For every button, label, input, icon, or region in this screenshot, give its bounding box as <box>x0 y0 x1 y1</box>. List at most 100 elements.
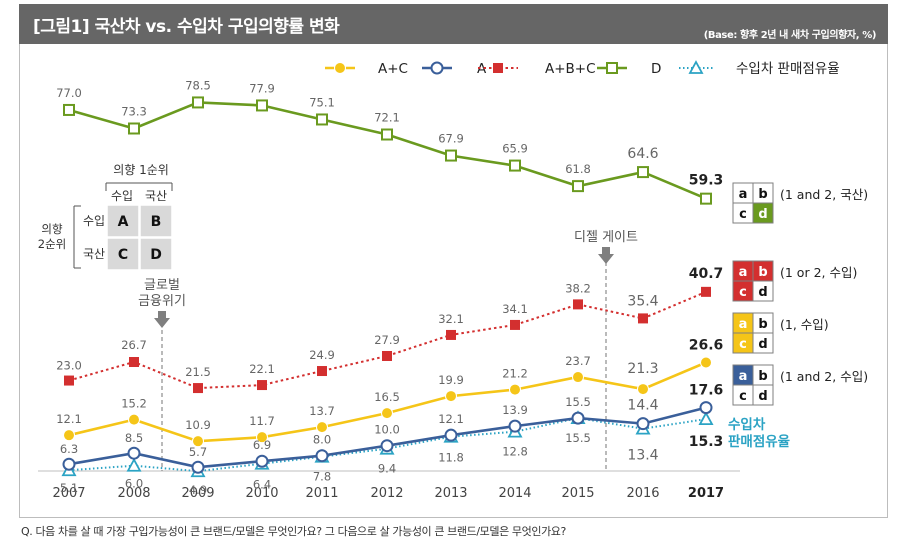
point-A+C-2016 <box>637 383 649 396</box>
data-label-A+B+C-2013: 32.1 <box>438 312 464 326</box>
data-label-수입차 판매점유율-2015: 15.5 <box>565 431 591 445</box>
matrix-title: 의향 1순위 <box>113 163 169 177</box>
data-label-A+C-2007: 12.1 <box>56 412 82 426</box>
x-tick-label: 2015 <box>561 486 594 501</box>
data-label-A+C-2011: 13.7 <box>309 404 335 418</box>
global-crisis-label-2: 금융위기 <box>138 294 186 309</box>
data-label-D-2007: 77.0 <box>56 86 82 100</box>
point-A+B+C-2012 <box>382 350 392 361</box>
legend-box-letter-d: d <box>758 337 767 352</box>
data-label-A-2008: 8.5 <box>125 431 143 445</box>
legend-box-letter-a: a <box>739 317 748 332</box>
x-tick-label: 2014 <box>498 486 531 501</box>
diesel-gate-arrow <box>598 247 614 264</box>
data-label-수입차 판매점유율-2017: 15.3 <box>689 434 724 450</box>
point-A+C-2014 <box>509 383 521 396</box>
data-label-수입차 판매점유율-2014: 12.8 <box>502 445 528 459</box>
point-A+C-2013 <box>445 390 457 403</box>
point-A+C-2011 <box>316 421 328 434</box>
legend-box-letter-c: c <box>739 207 747 222</box>
legend-box-letter-a: a <box>739 369 748 384</box>
data-label-D-2013: 67.9 <box>438 132 464 146</box>
point-A+C-2015 <box>572 371 584 384</box>
point-D-2007 <box>63 103 75 116</box>
point-A-2011 <box>315 449 329 463</box>
point-A+B+C-2016 <box>638 313 648 324</box>
legend-marker-수입차 판매점유율 <box>688 60 704 74</box>
data-label-A-2012: 10.0 <box>374 423 400 437</box>
point-D-2008 <box>128 122 140 135</box>
point-A-2016 <box>636 417 650 431</box>
chart-subtitle: (Base: 향후 2년 내 새차 구입의향자, %) <box>703 30 877 41</box>
matrix-cell <box>139 204 173 238</box>
data-label-A-2007: 6.3 <box>60 442 78 456</box>
point-D-2013 <box>445 149 457 162</box>
matrix-row-title-1: 의향 <box>41 222 63 236</box>
legend-box-letter-d: d <box>758 285 767 300</box>
matrix-row-label: 수입 <box>83 214 105 228</box>
point-A-2013 <box>444 428 458 442</box>
point-A+B+C-2015 <box>573 299 583 310</box>
point-A+B+C-2014 <box>510 319 520 330</box>
data-label-A+C-2008: 15.2 <box>121 397 147 411</box>
point-D-2009 <box>192 96 204 109</box>
legend-box-letter-a: a <box>739 265 748 280</box>
data-label-A+B+C-2014: 34.1 <box>502 302 528 316</box>
legend-box-cell-d <box>752 384 774 406</box>
legend-box-letter-a: a <box>739 187 748 202</box>
legend-box-letter-c: c <box>739 389 747 404</box>
legend-label-A+B+C: A+B+C <box>545 61 596 77</box>
data-label-수입차 판매점유율-2011: 7.8 <box>313 470 331 484</box>
survey-question: Q. 다음 차를 살 때 가장 구입가능성이 큰 브랜드/모델은 무엇인가요? … <box>21 525 566 538</box>
data-label-A+B+C-2009: 21.5 <box>185 365 211 379</box>
data-label-D-2011: 75.1 <box>309 96 335 110</box>
point-A-2015 <box>571 411 585 425</box>
data-label-A-2009: 5.7 <box>189 445 207 459</box>
point-수입차 판매점유율-2017 <box>698 411 714 426</box>
data-label-A+B+C-2017: 40.7 <box>689 266 724 282</box>
point-A-2007 <box>62 457 76 471</box>
diesel-gate-label: 디젤 게이트 <box>574 230 638 245</box>
data-label-A+C-2012: 16.5 <box>374 390 400 404</box>
legend-box-label: (1 and 2, 국산) <box>780 187 868 202</box>
data-label-A+B+C-2016: 35.4 <box>627 293 658 309</box>
point-수입차 판매점유율-2008 <box>126 457 142 472</box>
point-A+C-2017 <box>700 356 712 369</box>
chart-frame <box>19 44 888 518</box>
data-label-A+B+C-2010: 22.1 <box>249 362 275 376</box>
data-label-A+B+C-2008: 26.7 <box>121 338 147 352</box>
matrix-cell-label-C: C <box>118 247 128 263</box>
point-A+C-2008 <box>128 413 140 426</box>
data-label-A+B+C-2011: 24.9 <box>309 348 335 362</box>
data-label-수입차 판매점유율-2012: 9.4 <box>378 462 396 476</box>
legend-box-letter-b: b <box>758 369 767 384</box>
data-label-A+C-2010: 11.7 <box>249 414 275 428</box>
point-A-2010 <box>255 454 269 468</box>
share-series-label-1: 수입차 <box>728 417 766 433</box>
data-label-D-2015: 61.8 <box>565 162 591 176</box>
x-tick-label: 2013 <box>434 486 467 501</box>
legend-box-label: (1 and 2, 수입) <box>780 369 868 384</box>
data-label-D-2009: 78.5 <box>185 78 211 92</box>
data-label-A-2011: 8.0 <box>313 433 331 447</box>
data-label-수입차 판매점유율-2013: 11.8 <box>438 451 464 465</box>
point-A+B+C-2008 <box>129 357 139 368</box>
matrix-row-title-2: 2순위 <box>38 237 66 251</box>
matrix-cell-label-B: B <box>151 214 162 230</box>
chart-title: [그림1] 국산차 vs. 수입차 구입의향률 변화 <box>33 17 340 37</box>
point-A+B+C-2017 <box>701 286 711 297</box>
matrix-cell <box>139 237 173 271</box>
data-label-A-2013: 12.1 <box>438 412 464 426</box>
x-tick-label: 2017 <box>688 486 724 501</box>
point-D-2016 <box>637 166 649 179</box>
point-D-2012 <box>381 128 393 141</box>
data-label-D-2014: 65.9 <box>502 142 528 156</box>
legend-box-cell-d <box>752 280 774 302</box>
legend-box-letter-d: d <box>758 207 767 222</box>
legend-marker-A <box>430 61 444 75</box>
x-tick-label: 2016 <box>626 486 659 501</box>
legend-label-수입차 판매점유율: 수입차 판매점유율 <box>736 61 840 77</box>
data-label-A+C-2016: 21.3 <box>627 361 658 377</box>
legend-marker-A+B+C <box>493 63 503 73</box>
